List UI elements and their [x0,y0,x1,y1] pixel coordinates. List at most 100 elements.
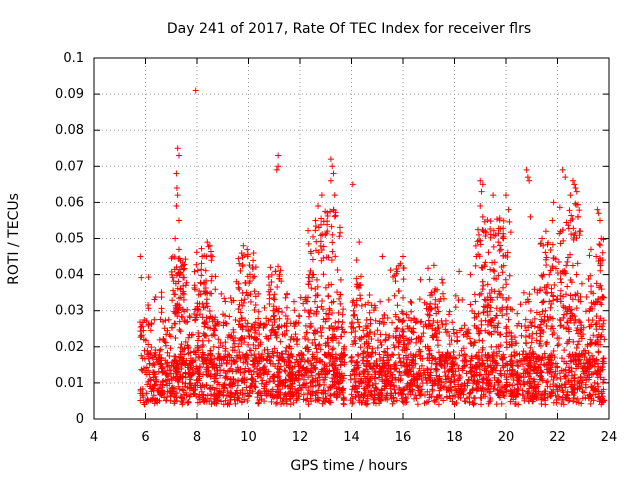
data-point [173,306,180,313]
data-point [190,348,197,355]
data-point [157,346,164,353]
data-point [562,291,569,298]
data-point [428,366,435,373]
data-point [601,336,608,343]
data-point [391,292,398,299]
data-point [488,286,495,293]
data-point [518,373,525,380]
data-point [156,385,163,392]
data-point [312,223,319,230]
data-point [476,356,483,363]
data-point [211,332,218,339]
x-tick-label: 10 [240,430,257,445]
data-point [328,257,335,264]
data-point [494,216,501,223]
data-point [551,372,558,379]
data-point [385,296,392,303]
data-point [532,365,539,372]
data-point [268,279,275,286]
data-point [478,188,485,195]
data-point [175,383,182,390]
data-point [491,385,498,392]
data-point [500,235,507,242]
data-point [322,284,329,291]
data-point [249,380,256,387]
data-point [361,392,368,399]
data-point [531,360,538,367]
data-point [250,257,257,264]
data-point [418,333,425,340]
data-point [283,396,290,403]
data-point [149,362,156,369]
data-point [357,295,364,302]
data-point [230,376,237,383]
data-point [600,317,607,324]
data-point [377,298,384,305]
data-point [245,327,252,334]
data-point [312,330,319,337]
data-point [561,381,568,388]
data-point [171,398,178,405]
data-point [266,282,273,289]
data-point [563,360,570,367]
data-point [255,354,262,361]
data-point [226,352,233,359]
data-point [445,311,452,318]
data-point [352,384,359,391]
data-point [308,372,315,379]
data-point [140,399,147,406]
data-point [238,398,245,405]
data-point [236,286,243,293]
data-point [597,267,604,274]
data-point [324,335,331,342]
data-point [496,387,503,394]
y-tick-label: 0.09 [55,87,84,102]
data-point [440,295,447,302]
data-point [163,378,170,385]
data-point [448,337,455,344]
x-tick-label: 4 [90,430,98,445]
data-point [357,344,364,351]
data-point [487,394,494,401]
data-point [150,387,157,394]
data-point [348,329,355,336]
data-point [569,216,576,223]
data-point [543,254,550,261]
data-point [592,391,599,398]
data-point [570,392,577,399]
data-point [319,297,326,304]
data-point [333,394,340,401]
data-point [550,325,557,332]
data-point [224,387,231,394]
data-point [329,361,336,368]
data-point [198,260,205,267]
data-point [568,279,575,286]
data-point [487,296,494,303]
data-point [503,192,509,199]
data-point [215,344,222,351]
data-point [444,360,451,367]
data-point [158,309,165,316]
data-point [402,394,409,401]
data-point [557,375,564,382]
data-point [201,398,208,405]
data-point [526,362,533,369]
data-point [571,319,578,326]
data-point [599,294,606,301]
data-point [540,271,547,278]
data-point [558,400,565,407]
data-point [313,359,320,366]
data-point [597,299,604,306]
data-point [546,271,553,278]
data-point [336,224,343,231]
data-point [151,382,158,389]
data-point [214,318,221,325]
data-point [374,327,381,334]
data-point [585,276,592,282]
data-point [323,254,330,261]
data-point [147,383,154,390]
data-point [570,225,577,232]
data-point [329,362,336,369]
data-point [271,393,278,400]
data-point [138,323,145,330]
